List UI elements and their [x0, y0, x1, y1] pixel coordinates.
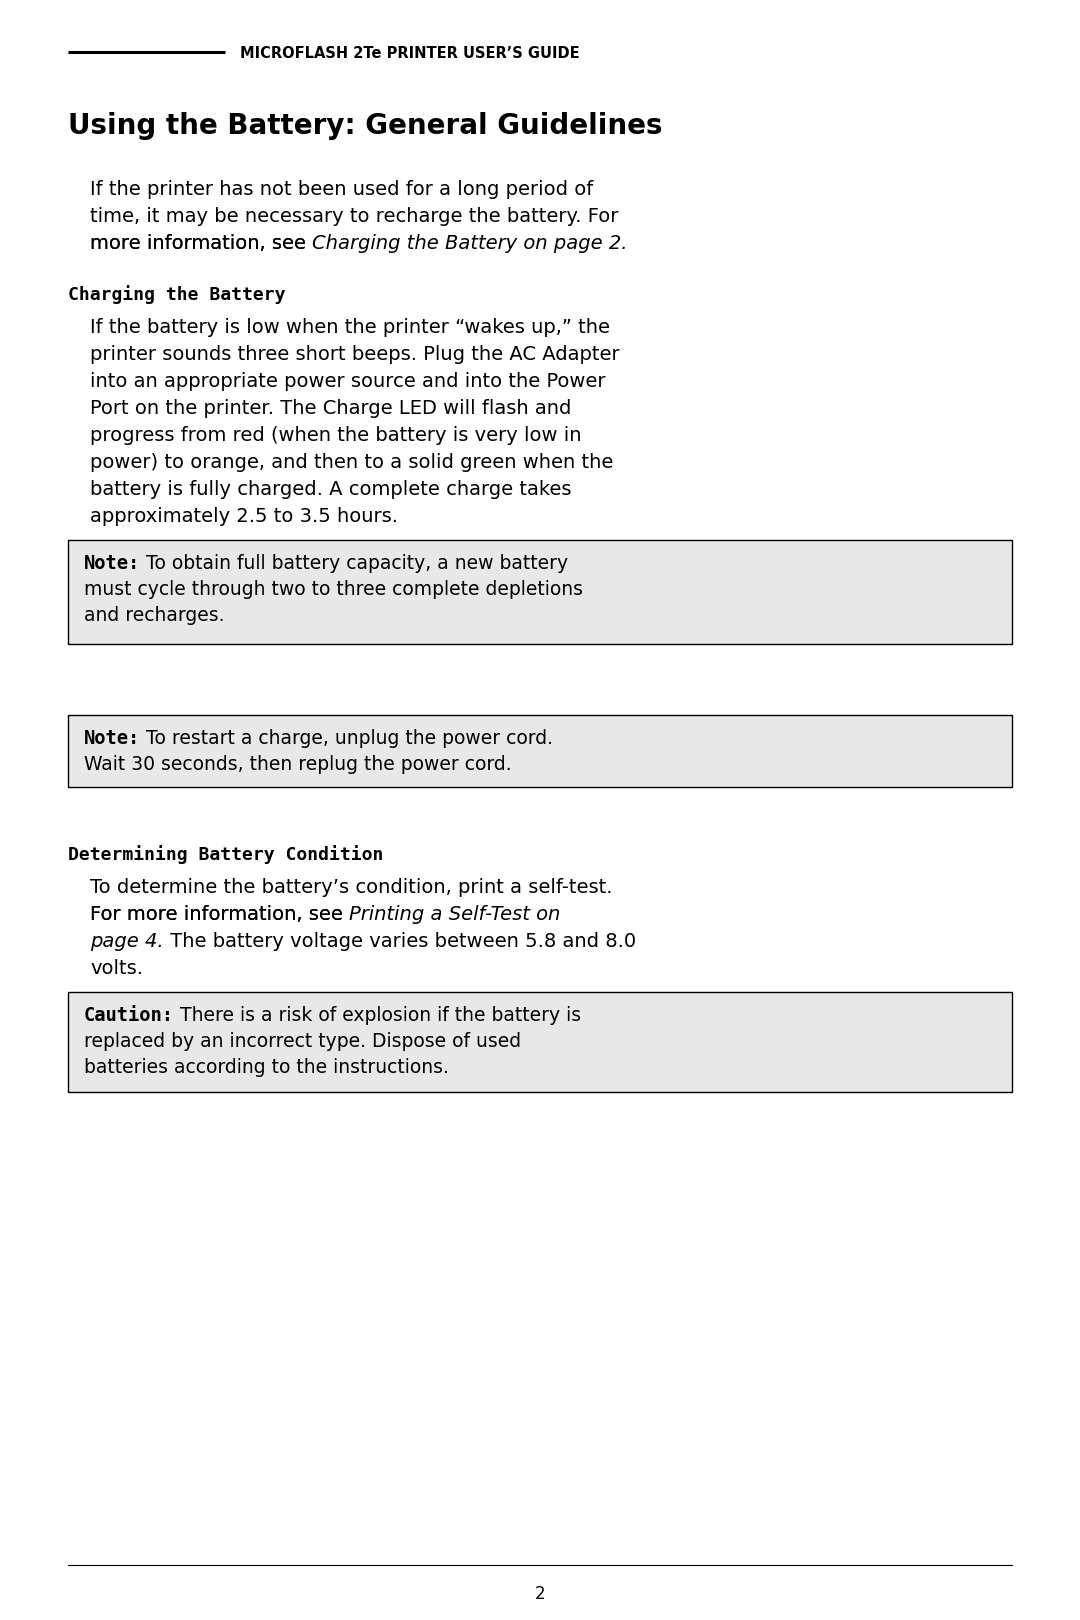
- Text: volts.: volts.: [90, 959, 143, 978]
- Text: Determining Battery Condition: Determining Battery Condition: [68, 846, 383, 863]
- Text: Caution:: Caution:: [84, 1006, 174, 1025]
- Text: battery is fully charged. A complete charge takes: battery is fully charged. A complete cha…: [90, 480, 571, 499]
- Text: progress from red (when the battery is very low in: progress from red (when the battery is v…: [90, 426, 581, 446]
- Text: page 4.: page 4.: [90, 931, 164, 951]
- Text: If the battery is low when the printer “wakes up,” the: If the battery is low when the printer “…: [90, 318, 610, 337]
- Text: approximately 2.5 to 3.5 hours.: approximately 2.5 to 3.5 hours.: [90, 507, 399, 526]
- Text: To determine the battery’s condition, print a self-test.: To determine the battery’s condition, pr…: [90, 878, 612, 897]
- Text: Note:: Note:: [84, 554, 140, 573]
- FancyBboxPatch shape: [68, 714, 1012, 787]
- Text: power) to orange, and then to a solid green when the: power) to orange, and then to a solid gr…: [90, 454, 613, 471]
- Text: Charging the Battery: Charging the Battery: [68, 285, 285, 305]
- Text: Using the Battery: General Guidelines: Using the Battery: General Guidelines: [68, 112, 662, 139]
- Text: Note:: Note:: [84, 729, 140, 748]
- Text: time, it may be necessary to recharge the battery. For: time, it may be necessary to recharge th…: [90, 207, 619, 227]
- Text: There is a risk of explosion if the battery is: There is a risk of explosion if the batt…: [174, 1006, 581, 1025]
- Text: For more information, see: For more information, see: [90, 906, 349, 923]
- Text: To obtain full battery capacity, a new battery: To obtain full battery capacity, a new b…: [140, 554, 568, 573]
- Text: The battery voltage varies between 5.8 and 8.0: The battery voltage varies between 5.8 a…: [164, 931, 636, 951]
- Text: Port on the printer. The Charge LED will flash and: Port on the printer. The Charge LED will…: [90, 399, 571, 418]
- Text: printer sounds three short beeps. Plug the AC Adapter: printer sounds three short beeps. Plug t…: [90, 345, 620, 364]
- Text: Charging the Battery on page 2.: Charging the Battery on page 2.: [312, 233, 627, 253]
- Text: batteries according to the instructions.: batteries according to the instructions.: [84, 1058, 449, 1077]
- Text: Wait 30 seconds, then replug the power cord.: Wait 30 seconds, then replug the power c…: [84, 755, 512, 774]
- Text: For more information, see: For more information, see: [90, 906, 349, 923]
- Text: must cycle through two to three complete depletions: must cycle through two to three complete…: [84, 580, 583, 599]
- Text: more information, see: more information, see: [90, 233, 312, 253]
- FancyBboxPatch shape: [68, 539, 1012, 645]
- Text: replaced by an incorrect type. Dispose of used: replaced by an incorrect type. Dispose o…: [84, 1032, 522, 1051]
- Text: into an appropriate power source and into the Power: into an appropriate power source and int…: [90, 373, 606, 390]
- Text: To restart a charge, unplug the power cord.: To restart a charge, unplug the power co…: [140, 729, 553, 748]
- Text: and recharges.: and recharges.: [84, 606, 225, 625]
- FancyBboxPatch shape: [68, 991, 1012, 1092]
- Text: more information, see: more information, see: [90, 233, 312, 253]
- Text: 2: 2: [535, 1584, 545, 1604]
- Text: Printing a Self-Test on: Printing a Self-Test on: [349, 906, 561, 923]
- Text: If the printer has not been used for a long period of: If the printer has not been used for a l…: [90, 180, 593, 199]
- Text: MICROFLASH 2Te PRINTER USER’S GUIDE: MICROFLASH 2Te PRINTER USER’S GUIDE: [240, 45, 580, 60]
